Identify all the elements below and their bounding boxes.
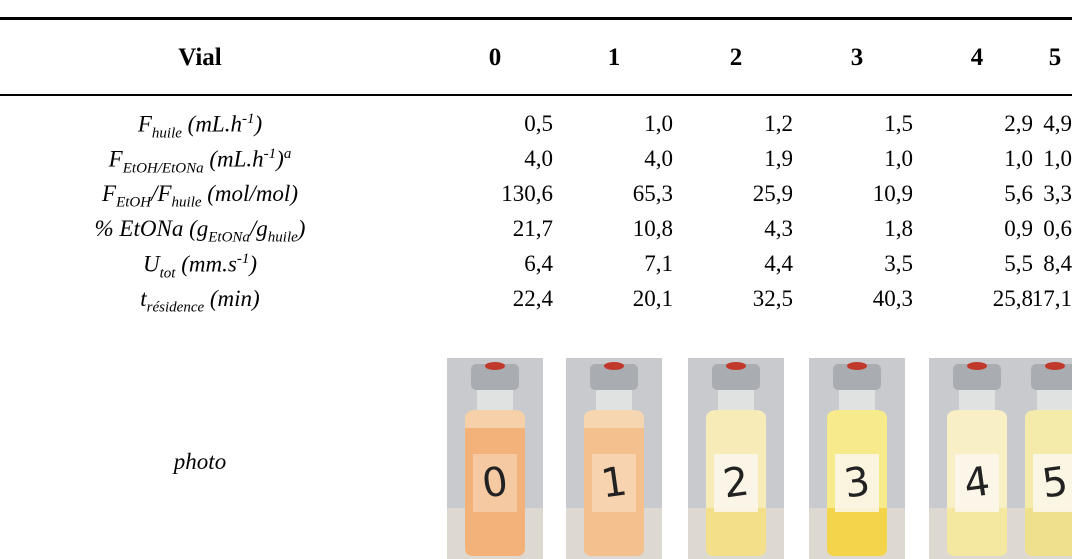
vial-number: 4 — [961, 458, 993, 507]
value-cell: 1,0 — [1043, 146, 1072, 171]
row-label: FEtOH/Fhuile (mol/mol) — [102, 182, 298, 211]
value-cell: 1,2 — [764, 111, 793, 136]
label-text: ) — [254, 111, 263, 137]
label-subscript: EtONa — [208, 229, 250, 246]
value-cell: 3,5 — [884, 251, 913, 276]
label-text: (mL.h — [181, 111, 242, 137]
label-text: (min) — [204, 286, 260, 311]
header-cell: 4 — [970, 44, 984, 71]
label-text: U — [143, 251, 160, 277]
value-cell: 1,0 — [884, 146, 913, 171]
row-label: % EtONa (gEtONa/ghuile) — [95, 217, 306, 246]
value-cell: 21,7 — [512, 216, 553, 241]
header-cell: 3 — [850, 44, 864, 71]
value-cell: 4,3 — [764, 216, 793, 241]
header-cell: 0 — [488, 44, 502, 71]
header-rule — [0, 94, 1072, 96]
row-label: Utot (mm.s-1) — [143, 252, 257, 281]
header-cell: Vial — [178, 44, 222, 71]
photo-label: photo — [173, 449, 227, 474]
value-cell: 25,8 — [992, 286, 1033, 311]
label-subscript: résidence — [146, 299, 205, 316]
label-text: /F — [151, 181, 172, 206]
value-cell: 0,6 — [1043, 216, 1072, 241]
vial-photo: 1 — [566, 358, 662, 559]
label-text: (mm.s — [175, 251, 237, 277]
value-cell: 4,0 — [644, 146, 673, 171]
label-subscript: EtOH/EtONa — [122, 160, 204, 177]
value-cell: 4,9 — [1043, 111, 1072, 136]
header-cell: 5 — [1048, 44, 1062, 71]
label-superscript: -1 — [241, 111, 255, 127]
vial-number: 5 — [1039, 458, 1071, 507]
value-cell: 2,9 — [1004, 111, 1033, 136]
label-subscript: EtOH — [116, 194, 152, 211]
vial-photo: 0 — [447, 358, 543, 559]
vial-number: 0 — [479, 458, 511, 507]
label-text: (mol/mol) — [201, 181, 298, 206]
label-text: F — [137, 111, 152, 137]
vial-photo: 3 — [809, 358, 905, 559]
value-cell: 1,8 — [884, 216, 913, 241]
row-label: Fhuile (mL.h-1) — [138, 112, 262, 141]
label-subscript: huile — [267, 229, 298, 246]
label-text: ) — [297, 216, 306, 241]
value-cell: 20,1 — [632, 286, 673, 311]
value-cell: 65,3 — [632, 181, 673, 206]
label-text: /g — [249, 216, 268, 241]
value-cell: 0,9 — [1004, 216, 1033, 241]
value-cell: 4,4 — [764, 251, 793, 276]
vial-number: 2 — [720, 458, 752, 507]
label-text: t — [140, 286, 147, 311]
label-subscript: tot — [159, 265, 176, 282]
value-cell: 25,9 — [752, 181, 793, 206]
value-cell: 5,6 — [1004, 181, 1033, 206]
value-cell: 3,3 — [1043, 181, 1072, 206]
value-cell: 40,3 — [872, 286, 913, 311]
value-cell: 4,0 — [524, 146, 553, 171]
value-cell: 1,0 — [1004, 146, 1033, 171]
label-text: F — [102, 181, 117, 206]
label-text: ) — [276, 146, 284, 172]
value-cell: 17,1 — [1031, 286, 1072, 311]
label-subscript: huile — [151, 125, 182, 142]
label-superscript: a — [283, 146, 292, 162]
header-cell: 1 — [607, 44, 621, 71]
value-cell: 1,9 — [764, 146, 793, 171]
vial-photo: 2 — [688, 358, 784, 559]
value-cell: 22,4 — [512, 286, 553, 311]
label-text: ) — [249, 251, 257, 277]
value-cell: 1,5 — [884, 111, 913, 136]
value-cell: 1,0 — [644, 111, 673, 136]
top-rule — [0, 17, 1072, 20]
header-cell: 2 — [729, 44, 743, 71]
label-superscript: -1 — [263, 146, 277, 162]
value-cell: 0,5 — [524, 111, 553, 136]
value-cell: 6,4 — [524, 251, 553, 276]
vial-number: 3 — [841, 458, 873, 507]
value-cell: 32,5 — [752, 286, 793, 311]
row-label: FEtOH/EtONa (mL.h-1)a — [109, 147, 292, 176]
label-text: (mL.h — [203, 146, 264, 172]
value-cell: 10,9 — [872, 181, 913, 206]
row-label: trésidence (min) — [140, 287, 259, 316]
value-cell: 5,5 — [1004, 251, 1033, 276]
label-subscript: huile — [171, 194, 202, 211]
value-cell: 130,6 — [501, 181, 553, 206]
label-text: % EtONa (g — [94, 216, 209, 241]
label-text: F — [108, 146, 123, 172]
value-cell: 10,8 — [632, 216, 673, 241]
vial-photo: 5 — [1007, 358, 1072, 559]
label-superscript: -1 — [236, 251, 250, 267]
value-cell: 8,4 — [1043, 251, 1072, 276]
vial-number: 1 — [598, 458, 630, 507]
value-cell: 7,1 — [644, 251, 673, 276]
